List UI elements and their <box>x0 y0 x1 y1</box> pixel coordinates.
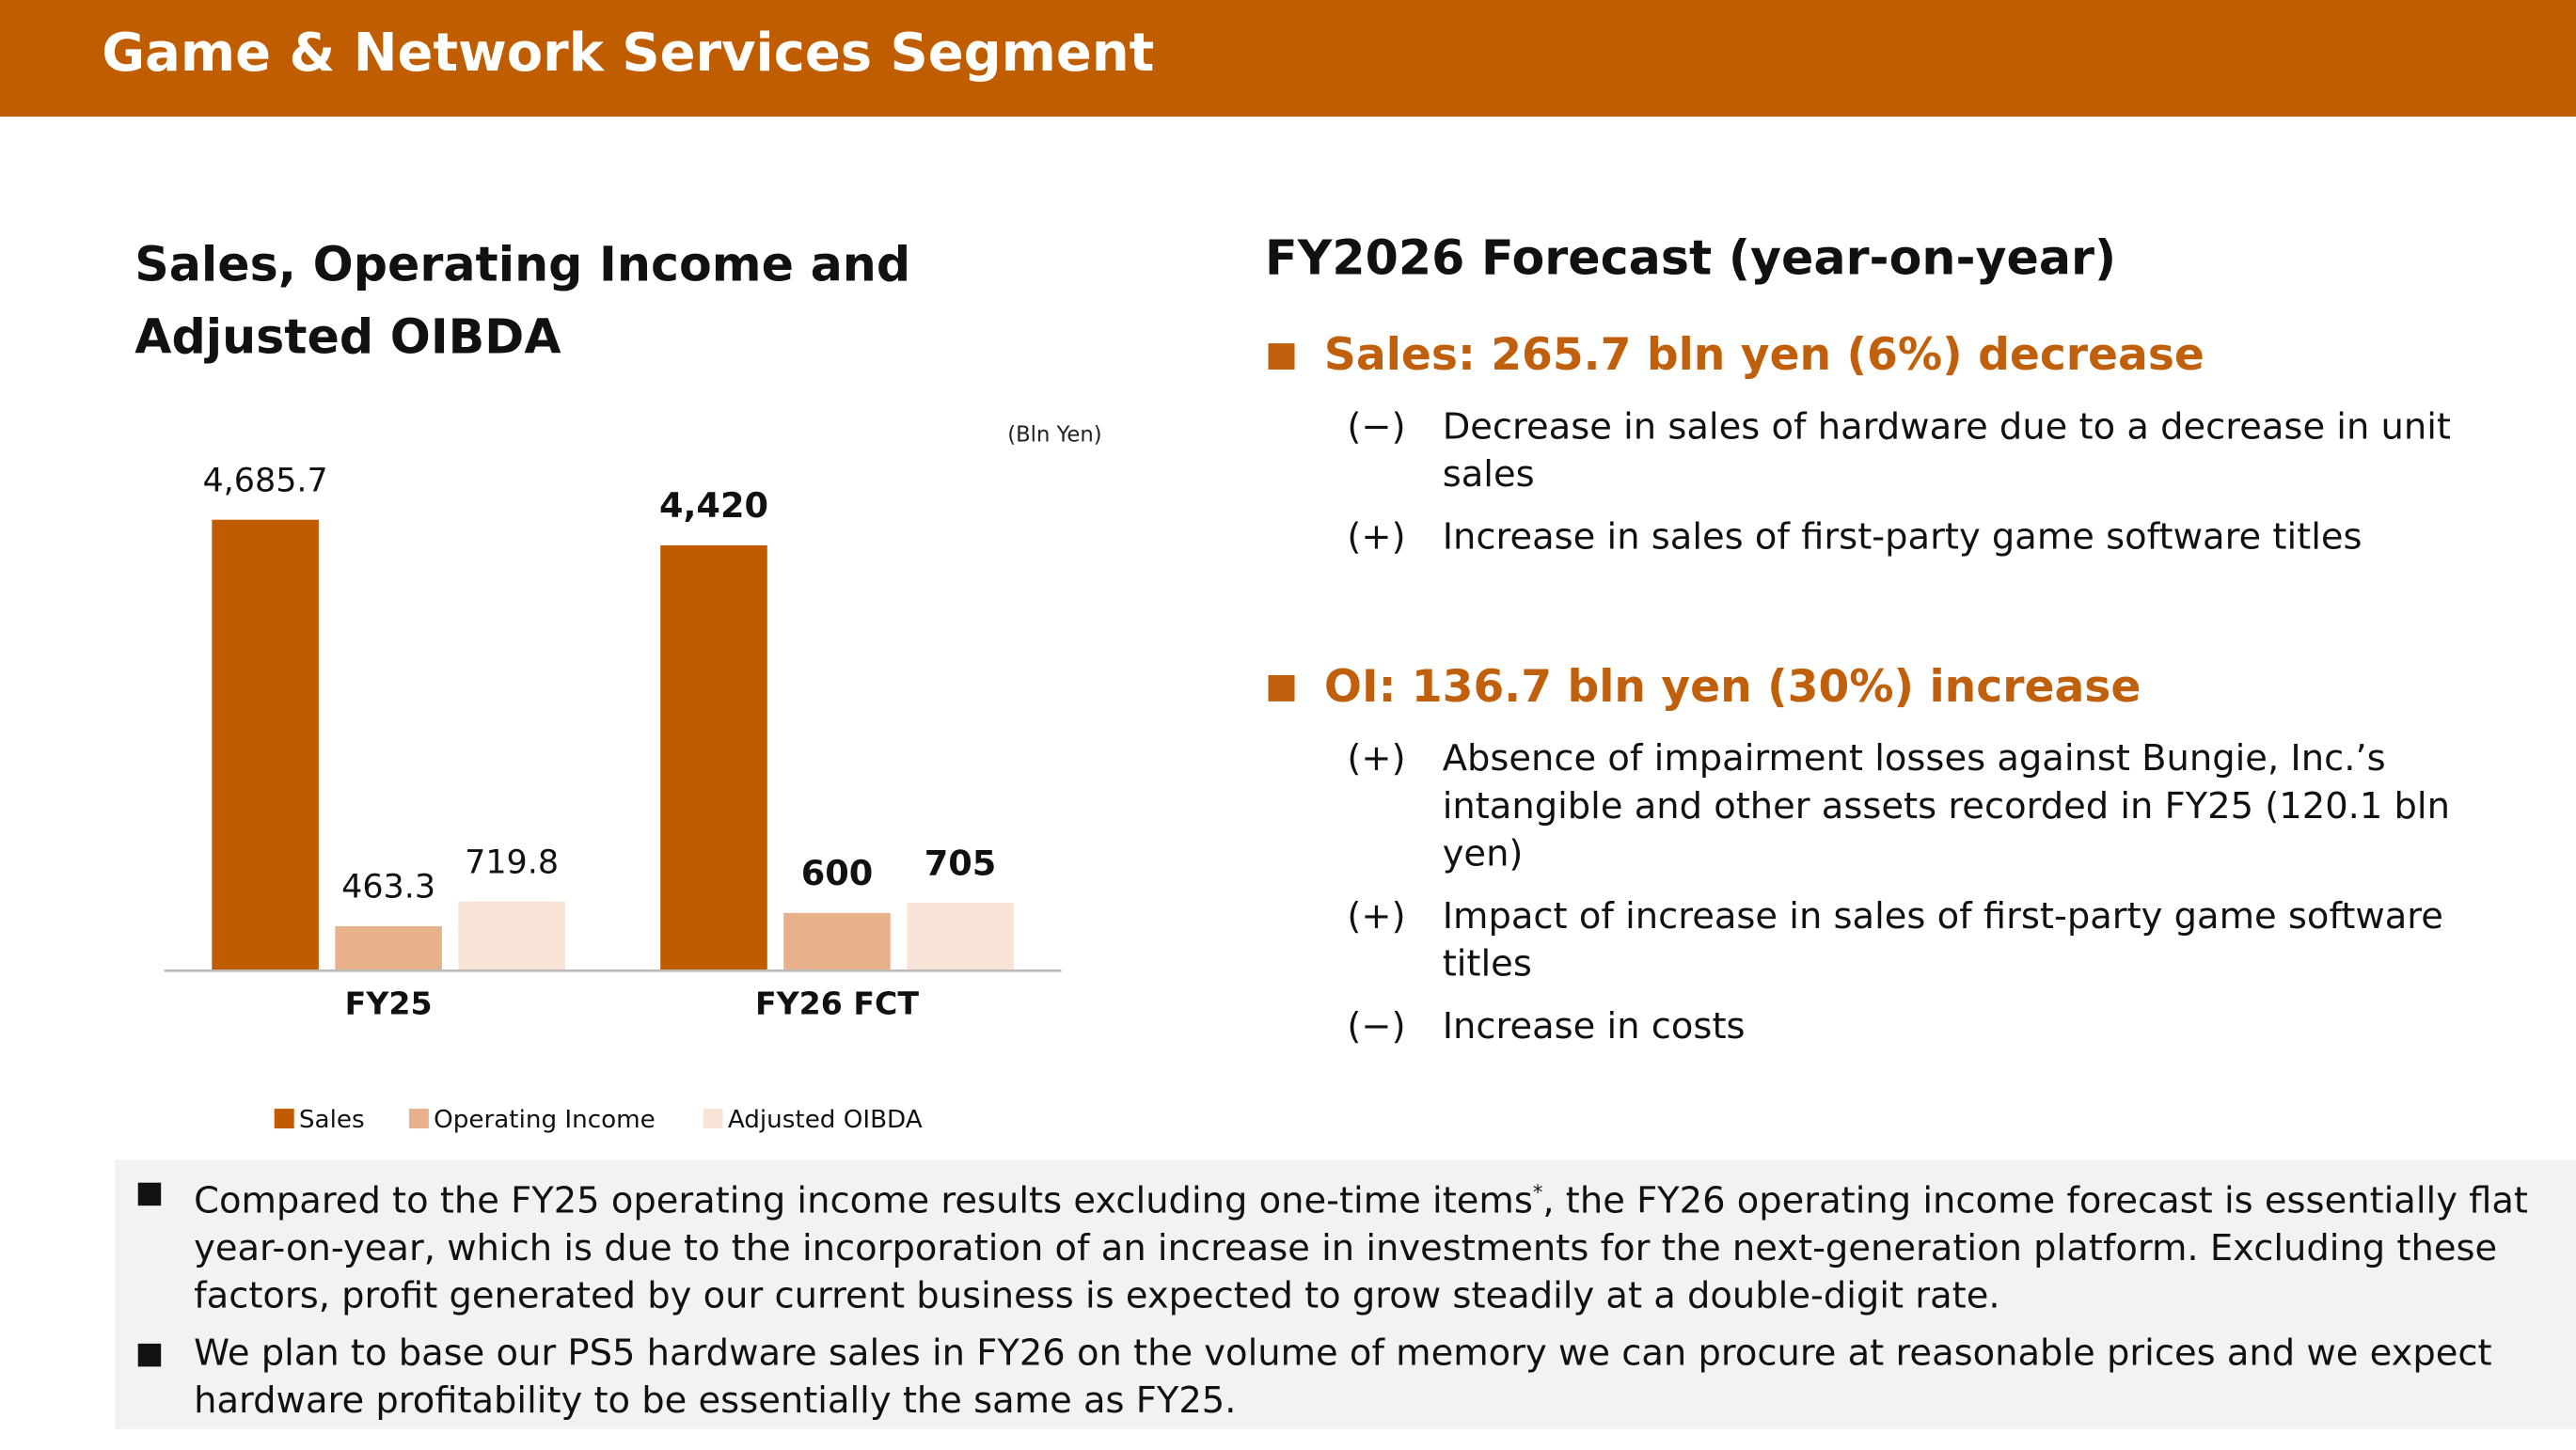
bullet <box>1268 674 1295 701</box>
data-label: 719.8 <box>465 844 559 882</box>
data-label: 4,685.7 <box>202 463 327 500</box>
note-text-part: , the FY26 operating income forecast is … <box>194 1181 2528 1318</box>
heading-text: Sales: 265.7 bln yen (6%) decrease <box>1323 330 2205 382</box>
section-heading: Sales: 265.7 bln yen (6%) decrease <box>1268 330 2551 382</box>
forecast-item: (−) Increase in costs <box>1269 1003 2551 1051</box>
unit-label: (Bln Yen) <box>1007 422 1101 447</box>
item-mark: (−) <box>1347 407 1406 449</box>
item-mark: (+) <box>1347 517 1406 559</box>
legend-swatch <box>274 1109 294 1129</box>
item-text: Absence of impairment losses against Bun… <box>1442 739 2450 876</box>
chart: (Bln Yen) 4,685.7 4,420 463.3 600 719.8 705 FY2… <box>164 422 1102 1134</box>
header-title: Game & Network Services Segment <box>102 21 1155 85</box>
data-label: 463.3 <box>341 869 435 906</box>
note: Compared to the FY25 operating income re… <box>115 1170 2576 1321</box>
bullet <box>137 1182 162 1206</box>
notes-box: Compared to the FY25 operating income re… <box>115 1159 2576 1429</box>
note-text-part: We plan to base our PS5 hardware sales i… <box>194 1333 2492 1424</box>
item-text: Decrease in sales of hardware due to a d… <box>1442 407 2452 496</box>
x-tick-label: FY26 FCT <box>755 985 919 1022</box>
data-label: 4,420 <box>659 485 768 526</box>
heading-text: OI: 136.7 bln yen (30%) increase <box>1323 661 2141 714</box>
bar <box>458 901 565 971</box>
item-mark: (−) <box>1347 1006 1406 1048</box>
forecast-item: (+) Impact of increase in sales of first-… <box>1269 893 2551 988</box>
item-mark: (+) <box>1347 896 1406 938</box>
note-text: Compared to the FY25 operating income re… <box>194 1170 2543 1321</box>
legend-swatch <box>703 1109 723 1129</box>
forecast-item: (+) Absence of impairment losses against … <box>1269 736 2551 879</box>
note-text: We plan to base our PS5 hardware sales i… <box>194 1331 2543 1426</box>
note-text-part: Compared to the FY25 operating income re… <box>194 1181 1533 1223</box>
forecast-section: OI: 136.7 bln yen (30%) increase (+) Absen… <box>1268 661 2551 1066</box>
bullet <box>1268 342 1295 370</box>
item-mark: (+) <box>1347 739 1406 780</box>
legend-label: Operating Income <box>434 1106 656 1134</box>
forecast-item: (−) Decrease in sales of hardware due to … <box>1269 404 2551 499</box>
item-text: Impact of increase in sales of first-par… <box>1442 896 2443 986</box>
bar <box>660 544 767 971</box>
bar <box>907 903 1014 971</box>
chart-title: Sales, Operating Income and Adjusted OIB… <box>134 236 911 365</box>
bar <box>212 519 319 971</box>
item-text: Increase in costs <box>1442 1006 1746 1048</box>
item-text: Increase in sales of first-party game so… <box>1442 517 2363 559</box>
footnote-mark: * <box>1532 1180 1543 1205</box>
forecast-section: Sales: 265.7 bln yen (6%) decrease (−) Dec… <box>1268 330 2551 576</box>
note: We plan to base our PS5 hardware sales i… <box>115 1331 2576 1426</box>
legend-label: Sales <box>299 1106 365 1134</box>
forecast-title: FY2026 Forecast (year-on-year) <box>1265 229 2117 286</box>
header-bar <box>0 0 2576 118</box>
legend-swatch <box>408 1109 429 1129</box>
data-label: 705 <box>925 843 997 884</box>
bar <box>783 912 891 971</box>
section-heading: OI: 136.7 bln yen (30%) increase <box>1268 661 2551 714</box>
x-tick-label: FY25 <box>345 985 433 1022</box>
forecast-item: (+) Increase in sales of first-party game… <box>1269 514 2551 562</box>
data-label: 600 <box>801 853 874 893</box>
bar <box>335 925 442 971</box>
bullet <box>137 1344 162 1367</box>
legend-label: Adjusted OIBDA <box>728 1106 923 1134</box>
